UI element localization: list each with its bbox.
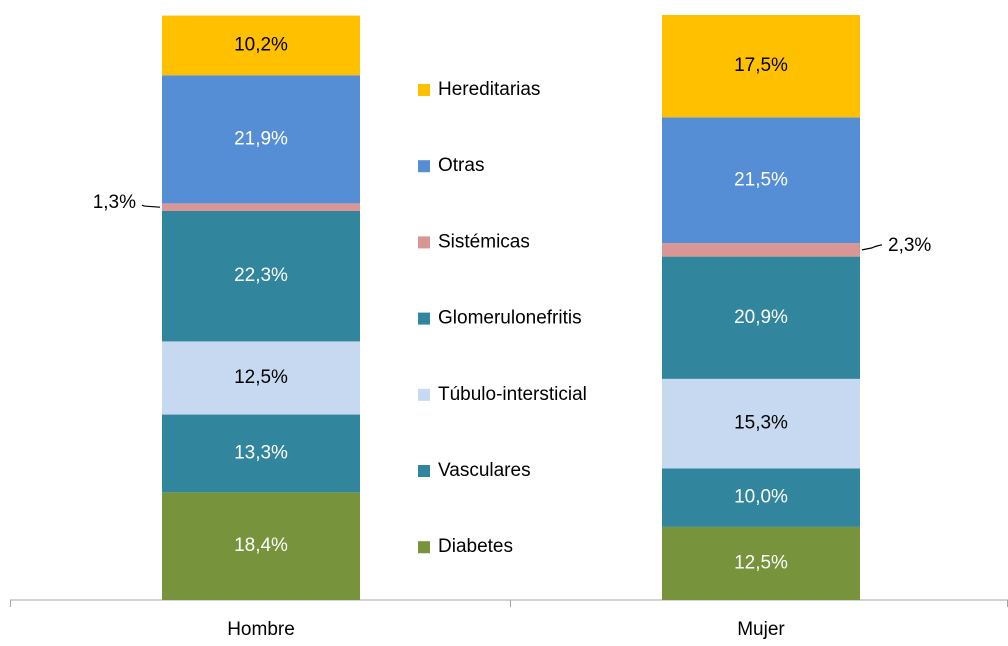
bar-segment [662, 256, 860, 379]
data-label: 10,0% [734, 487, 788, 508]
leader-line [861, 244, 883, 251]
data-label: 20,9% [734, 307, 788, 328]
data-label: 22,3% [234, 265, 288, 286]
legend-label: Túbulo-intersticial [438, 384, 587, 405]
legend-label: Glomerulonefritis [438, 308, 582, 329]
bar-segment [662, 243, 860, 257]
bar-segment [162, 75, 360, 204]
legend-swatch [418, 160, 430, 173]
bar-segment [162, 15, 360, 76]
data-label: 12,5% [234, 367, 288, 388]
legend-label: Vasculares [438, 460, 531, 481]
legend-label: Hereditarias [438, 79, 540, 100]
legend-label: Diabetes [438, 536, 513, 557]
bar-segment [662, 526, 860, 600]
bar-segment [662, 378, 860, 469]
bar-segment [162, 492, 360, 600]
data-label: 15,3% [734, 413, 788, 434]
data-label: 1,3% [93, 192, 136, 213]
bar-segment [662, 468, 860, 527]
data-label: 21,9% [234, 128, 288, 149]
legend-swatch [418, 541, 430, 554]
x-tick-label: Mujer [737, 619, 785, 640]
legend-label: Otras [438, 155, 484, 176]
legend-swatch [418, 236, 430, 249]
bar-segment [162, 210, 360, 342]
bar-segment [162, 414, 360, 493]
data-label: 12,5% [734, 552, 788, 573]
data-label: 13,3% [234, 442, 288, 463]
data-label: 18,4% [234, 535, 288, 556]
x-tick-label: Hombre [227, 619, 295, 640]
data-label: 2,3% [888, 235, 931, 256]
leader-line [141, 204, 161, 208]
bar-segment [662, 117, 860, 244]
bar-segment [662, 15, 860, 118]
bar-segment [162, 341, 360, 415]
data-label: 21,5% [734, 169, 788, 190]
legend-swatch [418, 388, 430, 401]
legend-swatch [418, 465, 430, 477]
legend-swatch [418, 84, 430, 96]
bar-segment [162, 203, 360, 211]
legend-swatch [418, 312, 430, 325]
data-label: 17,5% [734, 55, 788, 76]
legend-label: Sistémicas [438, 231, 530, 252]
data-label: 10,2% [234, 34, 288, 55]
